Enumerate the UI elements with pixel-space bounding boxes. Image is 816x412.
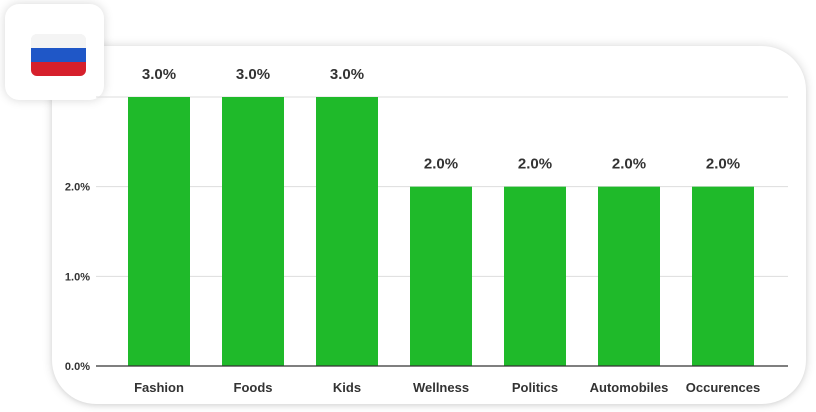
bar-wellness [410, 186, 472, 366]
value-label: 2.0% [706, 156, 740, 173]
value-label: 3.0% [330, 66, 364, 83]
category-label: Automobiles [590, 380, 669, 395]
value-label: 2.0% [424, 156, 458, 173]
y-tick-label: 2.0% [65, 182, 90, 194]
y-tick-label: 1.0% [65, 271, 90, 283]
category-label: Politics [512, 380, 558, 395]
flag-band-red [31, 62, 86, 76]
value-label: 3.0% [142, 66, 176, 83]
bar-fashion [128, 97, 190, 366]
category-label: Kids [333, 380, 361, 395]
value-label: 3.0% [236, 66, 270, 83]
labels: 0.0% 1.0% 2.0% 3.0% Fashion 3.0% Foods 3.0% Kids… [65, 66, 760, 395]
bar-automobiles [598, 186, 660, 366]
category-label: Wellness [413, 380, 469, 395]
flag-band-white [31, 34, 86, 48]
russia-flag-icon [31, 34, 86, 76]
bars [128, 97, 754, 366]
category-label: Fashion [134, 380, 184, 395]
bar-politics [504, 186, 566, 366]
category-label: Foods [234, 380, 273, 395]
flag-band-blue [31, 48, 86, 62]
bar-foods [222, 97, 284, 366]
bar-occurences [692, 186, 754, 366]
value-label: 2.0% [518, 156, 552, 173]
bar-kids [316, 97, 378, 366]
flag-tile [5, 4, 104, 100]
category-label: Occurences [686, 380, 760, 395]
y-tick-label: 0.0% [65, 361, 90, 373]
value-label: 2.0% [612, 156, 646, 173]
